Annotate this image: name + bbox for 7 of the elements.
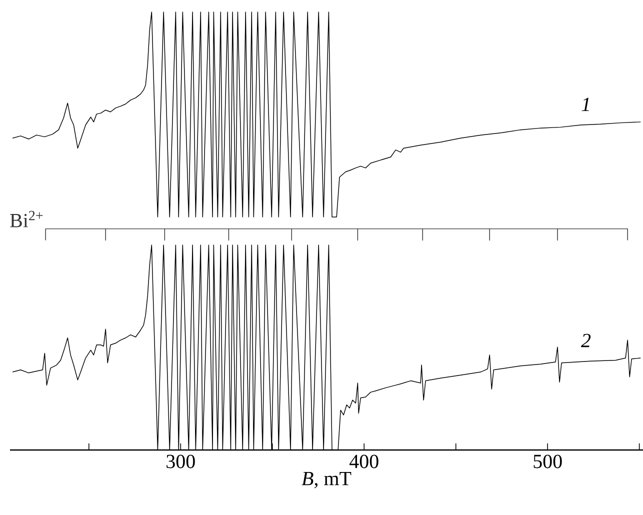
series-label: 2 <box>581 334 591 348</box>
x-tick-label: 500 <box>534 454 562 468</box>
series-label: Bi$^{2+}$ <box>10 210 43 228</box>
x-tick-label: 300 <box>166 454 195 468</box>
series-label: 1 <box>582 98 589 112</box>
x-tick-label: 400 <box>350 454 378 468</box>
x-axis-title: B, mT <box>302 472 352 488</box>
